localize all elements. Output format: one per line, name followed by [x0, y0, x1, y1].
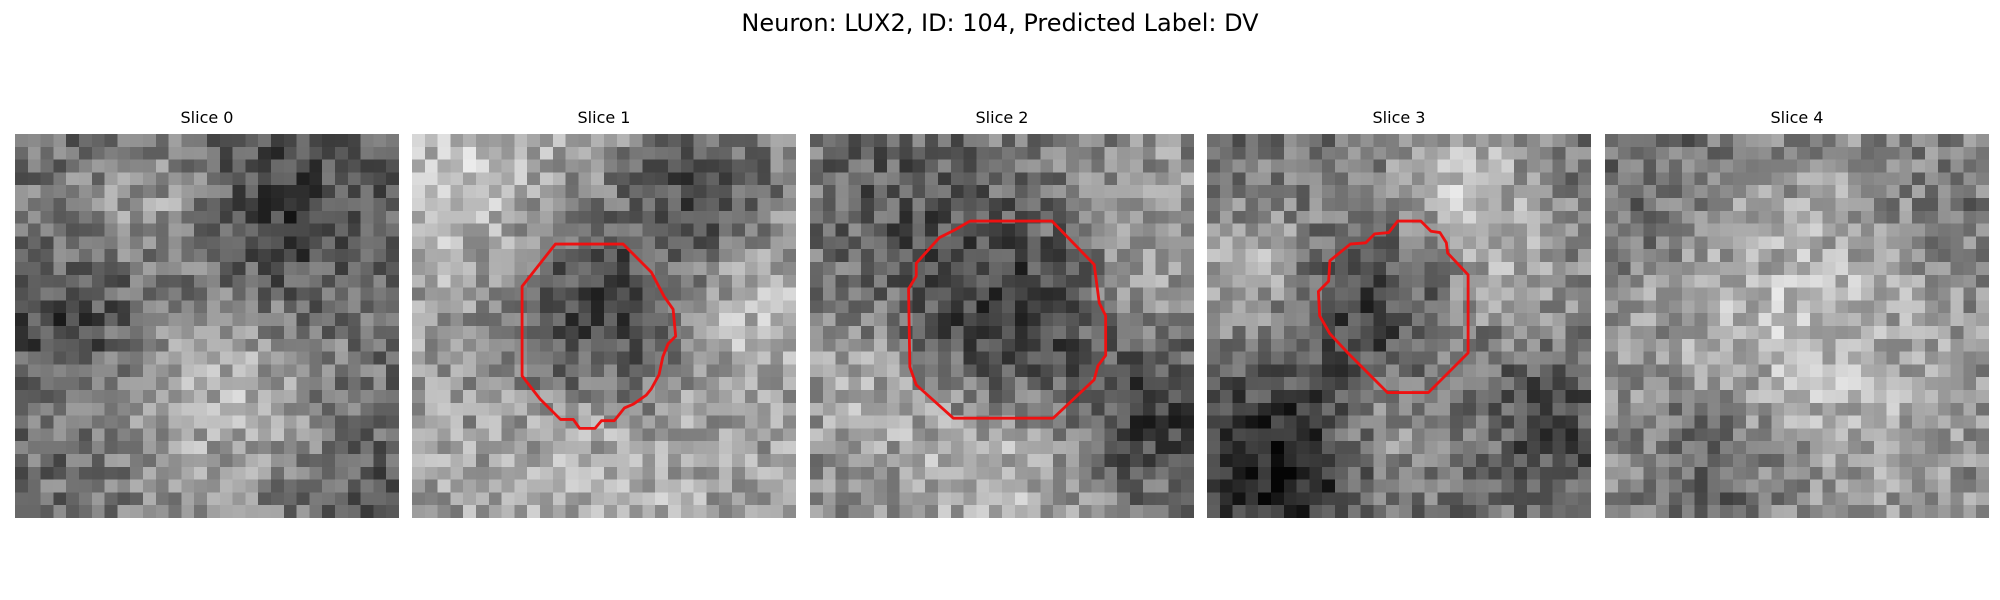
slice-panel-4: Slice 4 — [1605, 108, 1989, 518]
slice-title-3: Slice 3 — [1372, 108, 1426, 127]
slice-image-3 — [1207, 134, 1591, 518]
slice-image-1 — [412, 134, 796, 518]
slice-panel-0: Slice 0 — [15, 108, 399, 518]
slice-title-2: Slice 2 — [975, 108, 1029, 127]
pixel-grid — [810, 134, 1194, 518]
slice-image-4 — [1605, 134, 1989, 518]
figure-title: Neuron: LUX2, ID: 104, Predicted Label: … — [741, 9, 1259, 37]
pixel-grid — [15, 134, 399, 518]
roi-contour — [520, 242, 678, 430]
slice-panel-2: Slice 2 — [810, 108, 1194, 518]
pixel-grid — [1605, 134, 1989, 518]
slice-title-0: Slice 0 — [180, 108, 234, 127]
pixel-grid — [412, 134, 796, 518]
slice-image-2 — [810, 134, 1194, 518]
slice-image-0 — [15, 134, 399, 518]
slice-title-4: Slice 4 — [1770, 108, 1824, 127]
slice-panel-3: Slice 3 — [1207, 108, 1591, 518]
pixel-grid — [1207, 134, 1591, 518]
slice-title-1: Slice 1 — [577, 108, 631, 127]
slice-panel-1: Slice 1 — [412, 108, 796, 518]
roi-contour — [1316, 219, 1470, 394]
roi-contour — [907, 219, 1108, 420]
